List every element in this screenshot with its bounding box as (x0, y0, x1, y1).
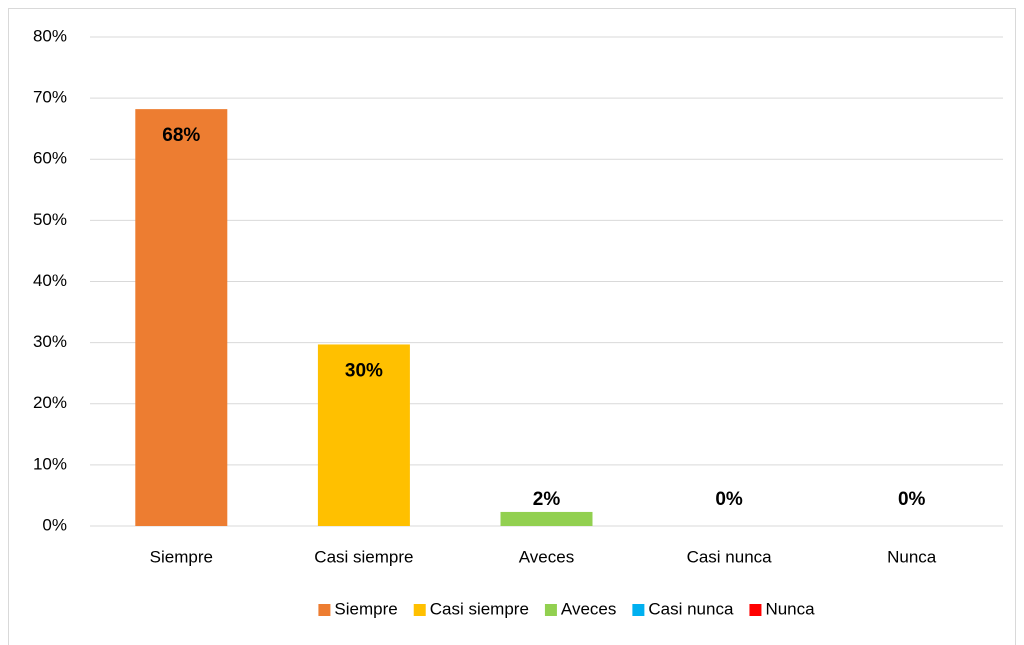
legend-label: Aveces (561, 599, 616, 618)
y-tick-label: 30% (33, 332, 67, 351)
data-label: 0% (715, 489, 743, 510)
legend-swatch (318, 604, 331, 616)
legend-label: Casi siempre (430, 599, 529, 618)
y-tick-label: 10% (33, 454, 67, 473)
y-tick-label: 20% (33, 393, 67, 412)
legend-swatch (632, 604, 645, 616)
y-tick-label: 50% (33, 210, 67, 229)
data-label: 68% (162, 125, 200, 146)
legend-label: Nunca (765, 599, 815, 618)
x-tick-label: Siempre (150, 547, 213, 566)
x-tick-label: Casi siempre (314, 547, 413, 566)
bar (500, 511, 593, 526)
legend-swatch (749, 604, 762, 616)
x-tick-label: Casi nunca (687, 547, 773, 566)
legend-swatch (544, 604, 557, 616)
x-tick-label: Aveces (519, 547, 574, 566)
y-tick-label: 70% (33, 88, 67, 107)
legend-swatch (413, 604, 426, 616)
y-tick-label: 60% (33, 149, 67, 168)
bar (135, 109, 228, 526)
data-label: 0% (898, 489, 926, 510)
data-label: 30% (345, 360, 383, 381)
y-tick-label: 40% (33, 271, 67, 290)
chart-border (8, 8, 1016, 645)
data-label: 2% (533, 489, 561, 510)
y-tick-label: 0% (42, 515, 67, 534)
y-tick-label: 80% (33, 26, 67, 45)
legend-label: Siempre (334, 599, 397, 618)
x-tick-label: Nunca (887, 547, 937, 566)
bar (317, 344, 410, 526)
legend-label: Casi nunca (648, 599, 734, 618)
